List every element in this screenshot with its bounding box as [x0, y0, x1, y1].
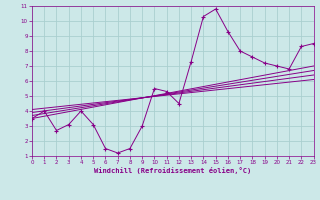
X-axis label: Windchill (Refroidissement éolien,°C): Windchill (Refroidissement éolien,°C) — [94, 167, 252, 174]
